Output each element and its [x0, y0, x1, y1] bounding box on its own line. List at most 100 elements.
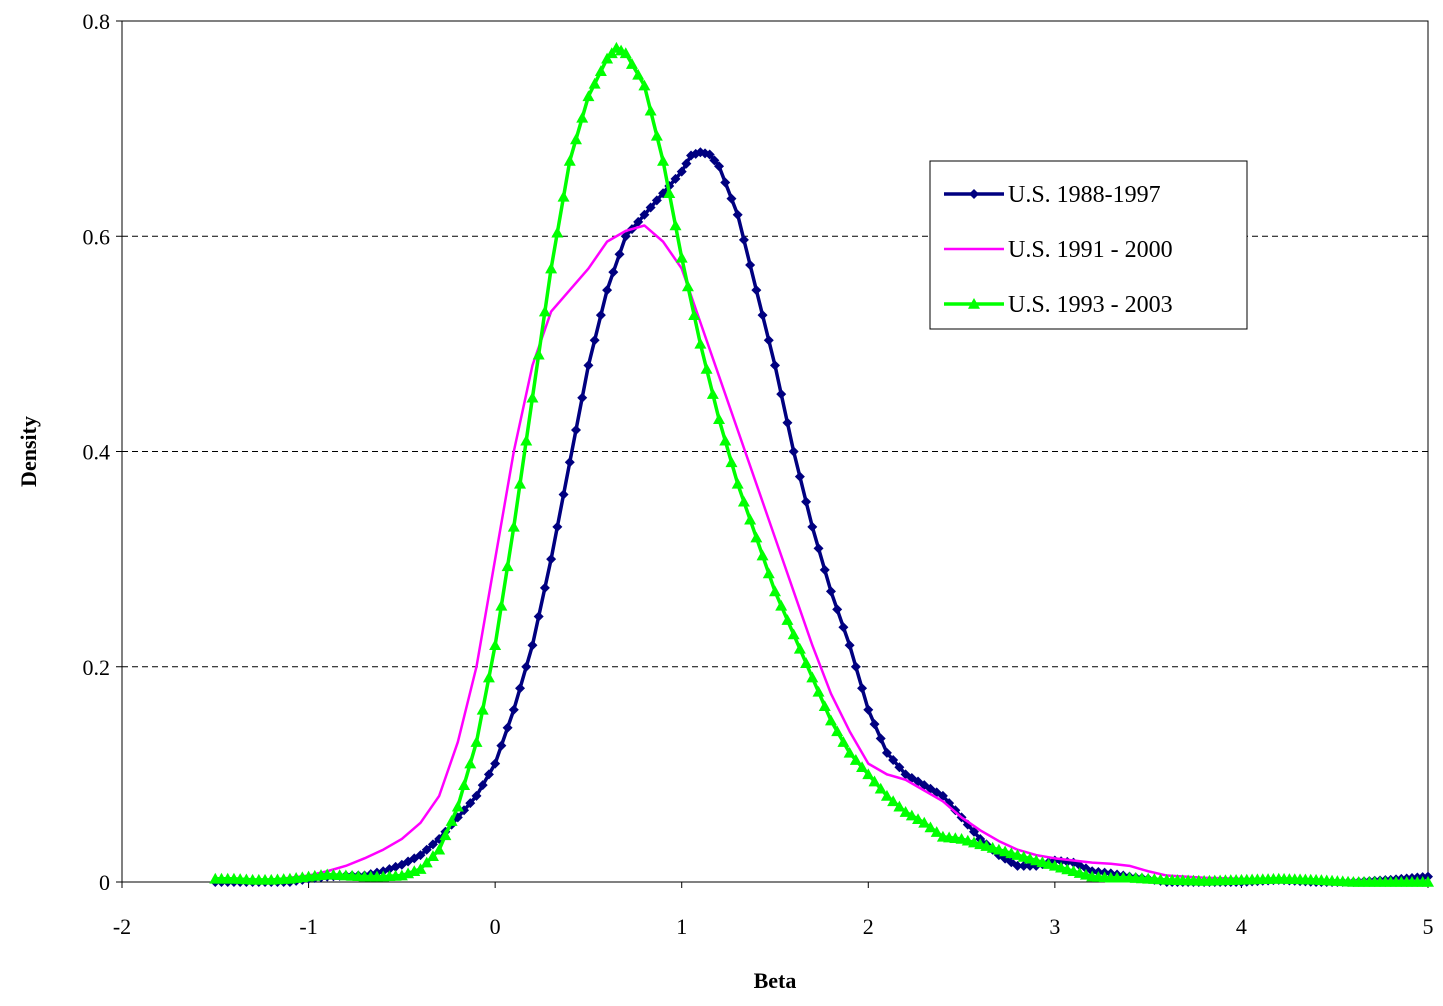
series-point	[770, 360, 780, 371]
series-point	[645, 202, 656, 213]
series-point	[594, 65, 607, 77]
series-point	[476, 703, 489, 715]
legend-item: U.S. 1991 - 2000	[944, 237, 1173, 263]
series-point	[775, 599, 788, 611]
x-tick-label: 4	[1236, 914, 1247, 939]
series-point	[818, 700, 831, 712]
series-point	[801, 496, 812, 507]
series-point	[745, 259, 756, 270]
series-point	[800, 657, 813, 668]
series-point	[458, 779, 471, 790]
series-point	[421, 844, 432, 855]
series-point	[595, 310, 606, 321]
series-point	[769, 585, 781, 597]
series-point	[502, 722, 513, 733]
series-point	[857, 683, 868, 694]
series-point	[812, 685, 825, 697]
series-point	[893, 800, 906, 812]
series-point	[726, 193, 737, 204]
series-point	[782, 417, 793, 428]
series-point	[874, 782, 887, 794]
series-point	[714, 161, 725, 172]
series-point	[694, 337, 707, 349]
series-point	[832, 604, 843, 615]
series-point	[849, 754, 862, 765]
series-2	[215, 224, 1428, 883]
series-point	[843, 746, 856, 758]
legend: U.S. 1988-1997 U.S. 1991 - 2000 U.S. 1993 …	[929, 160, 1248, 330]
series-point	[905, 809, 918, 821]
series-point	[744, 513, 757, 525]
x-tick-label: 2	[863, 914, 874, 939]
series-point	[420, 856, 433, 868]
series-point	[856, 761, 869, 772]
series-point	[427, 839, 438, 850]
x-axis-title: Beta	[754, 968, 797, 993]
series-point	[1012, 860, 1023, 871]
series-point	[552, 521, 563, 532]
series-point	[720, 177, 731, 188]
series-point	[793, 642, 806, 654]
series-point	[1018, 860, 1029, 871]
series-point	[589, 335, 600, 346]
y-tick-label: 0.2	[83, 655, 111, 680]
legend-marker	[968, 298, 980, 309]
series-point	[881, 747, 892, 758]
series-point	[825, 586, 836, 597]
series-point	[433, 843, 446, 855]
legend-label: U.S. 1991 - 2000	[1008, 237, 1173, 263]
x-tick-label: -1	[299, 914, 317, 939]
series-point	[564, 457, 575, 468]
series-point	[725, 456, 738, 468]
series-point	[844, 640, 855, 651]
series-point	[706, 388, 719, 399]
series-point	[869, 719, 880, 730]
series-point	[676, 166, 687, 177]
series-point	[756, 549, 769, 561]
series-point	[539, 582, 550, 593]
series-point	[651, 195, 662, 206]
series-point	[657, 154, 670, 166]
series-point	[663, 187, 676, 198]
series-point	[732, 209, 743, 220]
y-axis-title: Density	[16, 416, 41, 487]
x-tick-label: 5	[1423, 914, 1434, 939]
series-point	[918, 816, 931, 828]
series-point	[632, 68, 645, 80]
series-point	[930, 826, 943, 837]
series-point	[583, 360, 594, 371]
series-point	[787, 628, 800, 640]
y-tick-label: 0.8	[83, 9, 111, 34]
series-point	[819, 564, 830, 575]
series-point	[700, 362, 713, 374]
y-tick-label: 0.4	[83, 440, 111, 465]
series-point	[709, 155, 720, 166]
series-point	[737, 495, 750, 507]
series-point	[538, 305, 551, 317]
series-point	[465, 798, 476, 809]
series-point	[788, 446, 799, 457]
series-point	[675, 251, 688, 263]
series-point	[619, 47, 632, 59]
series-point	[576, 111, 589, 123]
series-point	[639, 209, 650, 220]
series-point	[862, 768, 875, 780]
series-point	[521, 661, 532, 672]
series-point	[688, 309, 701, 320]
series-point	[681, 158, 692, 169]
series-point	[588, 77, 601, 89]
series-point	[863, 704, 874, 715]
series-point	[1422, 876, 1434, 887]
series-point	[776, 389, 787, 400]
series-point	[713, 413, 726, 425]
legend-item: U.S. 1988-1997	[944, 182, 1161, 208]
series-point	[644, 104, 657, 116]
series-point	[638, 79, 651, 91]
series-point	[508, 704, 519, 715]
series-point	[496, 740, 507, 751]
series-point	[614, 249, 625, 260]
series-point	[570, 424, 581, 435]
legend-marker	[969, 189, 979, 199]
x-tick-label: 1	[676, 914, 687, 939]
series-point	[563, 154, 576, 166]
